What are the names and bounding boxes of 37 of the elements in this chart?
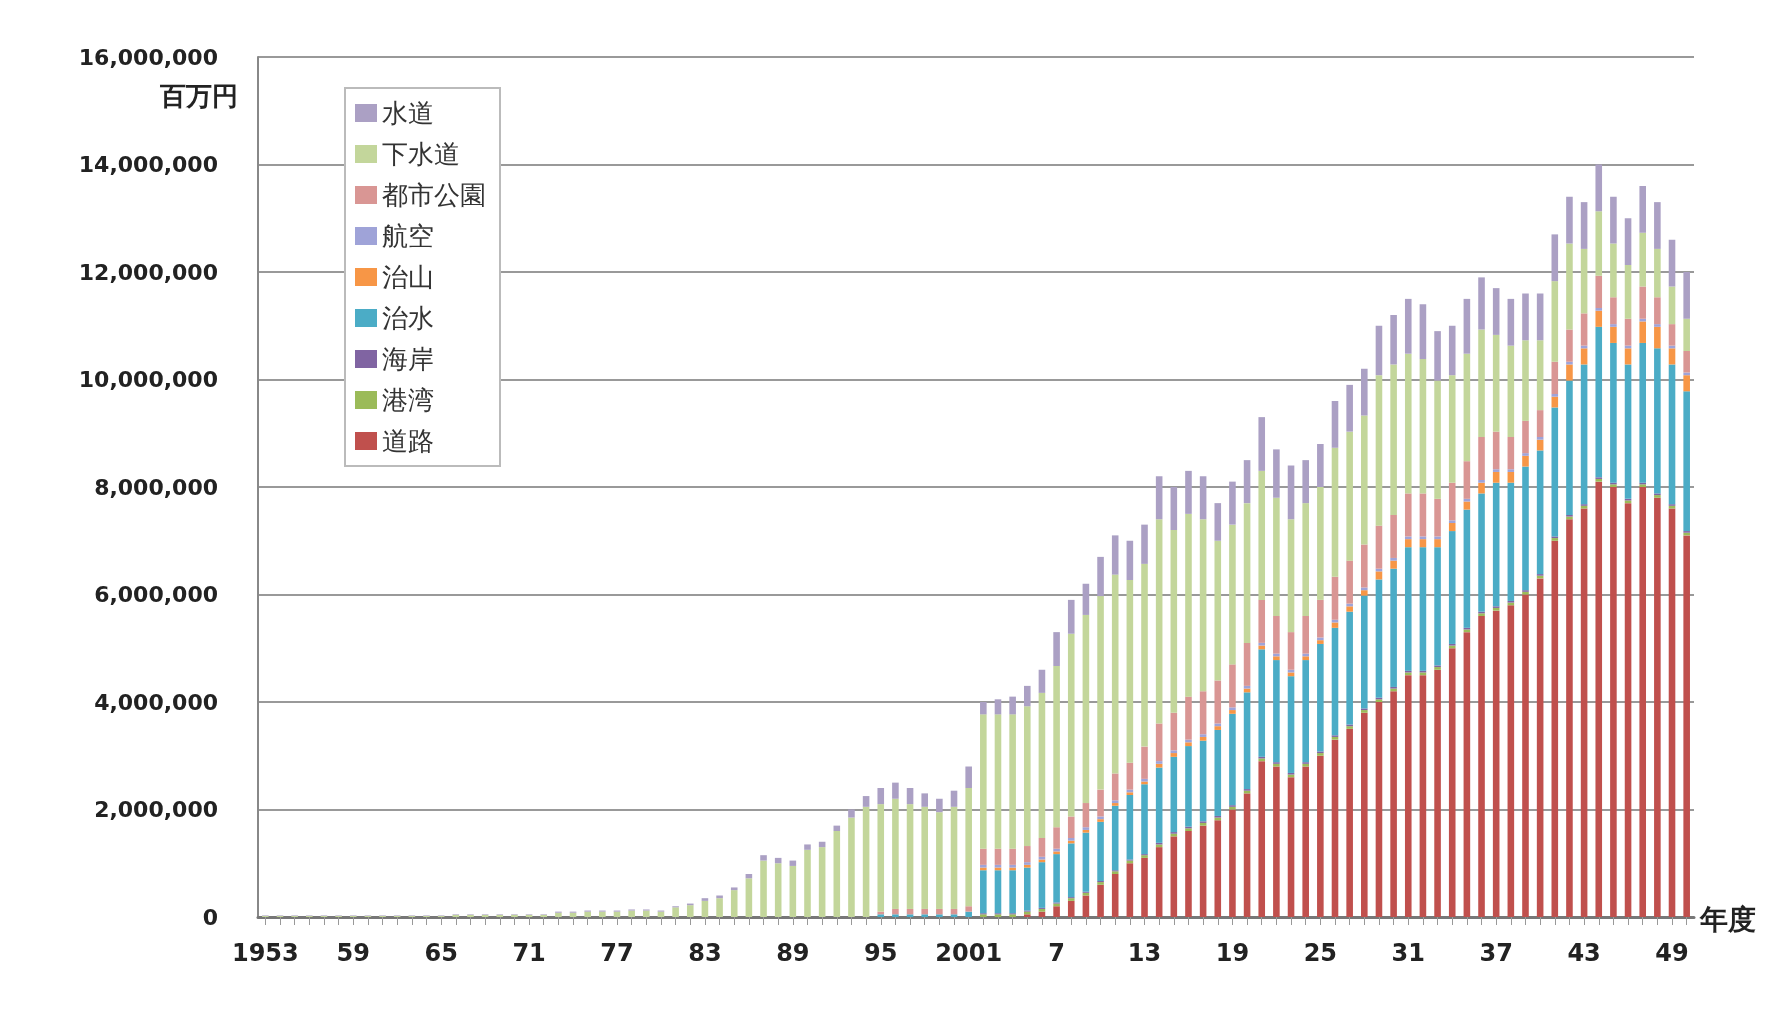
y-tick-label: 6,000,000 xyxy=(94,582,218,607)
legend-label: 下水道 xyxy=(382,139,460,169)
legend-label: 都市公園 xyxy=(382,180,486,210)
y-tick-label: 8,000,000 xyxy=(94,474,218,500)
x-tick-label: 83 xyxy=(688,939,722,967)
x-tick-label: 43 xyxy=(1567,939,1601,967)
y-tick-label: 14,000,000 xyxy=(78,152,218,177)
x-tick-label: 37 xyxy=(1479,939,1513,967)
x-tick-label: 77 xyxy=(600,939,634,967)
y-axis-title: 百万円 xyxy=(159,81,238,111)
legend-label: 治山 xyxy=(382,262,434,292)
x-tick-label: 31 xyxy=(1391,939,1425,967)
x-tick-label: 2001 xyxy=(935,939,1003,967)
x-tick-label: 1953 xyxy=(231,939,299,967)
legend-label: 海岸 xyxy=(382,344,434,374)
y-tick-label: 0 xyxy=(202,904,218,930)
x-tick-label: 19 xyxy=(1215,939,1250,967)
y-tick-label: 16,000,000 xyxy=(78,44,218,70)
x-tick-label: 65 xyxy=(424,939,458,967)
x-tick-label: 25 xyxy=(1303,939,1338,967)
legend-label: 道路 xyxy=(382,426,434,456)
legend-label: 航空 xyxy=(382,221,434,251)
x-axis-title: 年度 xyxy=(1699,902,1756,936)
legend-label: 港湾 xyxy=(382,385,434,415)
y-tick-label: 4,000,000 xyxy=(94,689,218,715)
x-tick-label: 71 xyxy=(512,939,546,967)
x-tick-label: 7 xyxy=(1048,939,1065,967)
x-tick-label: 95 xyxy=(864,939,898,967)
x-tick-label: 59 xyxy=(336,939,370,967)
x-tick-label: 49 xyxy=(1655,939,1689,967)
x-tick-label: 13 xyxy=(1127,939,1162,967)
legend-label: 水道 xyxy=(382,98,434,128)
legend-label: 治水 xyxy=(382,303,434,333)
y-tick-label: 12,000,000 xyxy=(78,259,218,285)
x-tick-label: 89 xyxy=(776,939,810,967)
y-tick-label: 2,000,000 xyxy=(94,797,218,822)
y-tick-label: 10,000,000 xyxy=(78,367,218,392)
